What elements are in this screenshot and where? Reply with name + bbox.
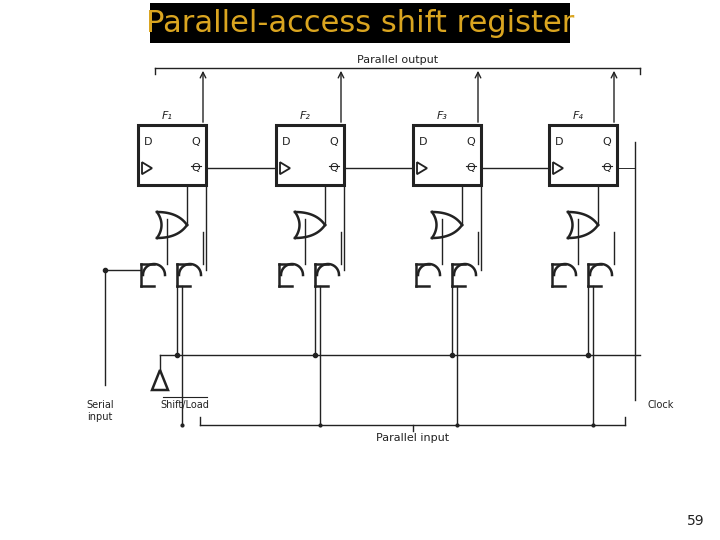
Text: F₄: F₄ bbox=[572, 111, 583, 121]
Text: D: D bbox=[554, 137, 563, 147]
Text: Shift/Load: Shift/Load bbox=[161, 400, 210, 410]
Polygon shape bbox=[280, 162, 290, 174]
Text: Parallel-access shift register: Parallel-access shift register bbox=[146, 9, 574, 37]
Bar bbox=[276, 125, 344, 185]
Text: Serial
input: Serial input bbox=[86, 400, 114, 422]
Text: Q: Q bbox=[330, 163, 338, 173]
Text: Parallel output: Parallel output bbox=[357, 55, 438, 65]
Text: Q: Q bbox=[330, 137, 338, 147]
Polygon shape bbox=[152, 370, 168, 390]
Text: D: D bbox=[419, 137, 427, 147]
Text: Parallel input: Parallel input bbox=[376, 433, 449, 443]
Bar bbox=[138, 125, 206, 185]
Bar bbox=[413, 125, 481, 185]
Text: 59: 59 bbox=[688, 514, 705, 528]
Text: Q: Q bbox=[603, 163, 611, 173]
Text: D: D bbox=[282, 137, 290, 147]
Text: Q: Q bbox=[192, 163, 200, 173]
Text: Q: Q bbox=[467, 137, 475, 147]
Text: Q: Q bbox=[467, 163, 475, 173]
Polygon shape bbox=[553, 162, 563, 174]
Text: Clock: Clock bbox=[648, 400, 675, 410]
Text: F₃: F₃ bbox=[436, 111, 447, 121]
Text: F₁: F₁ bbox=[161, 111, 172, 121]
Text: Q: Q bbox=[192, 137, 200, 147]
Bar bbox=[150, 3, 570, 43]
Polygon shape bbox=[142, 162, 152, 174]
Polygon shape bbox=[417, 162, 427, 174]
Text: Q: Q bbox=[603, 137, 611, 147]
Text: F₂: F₂ bbox=[300, 111, 310, 121]
Text: D: D bbox=[144, 137, 152, 147]
Bar bbox=[549, 125, 617, 185]
